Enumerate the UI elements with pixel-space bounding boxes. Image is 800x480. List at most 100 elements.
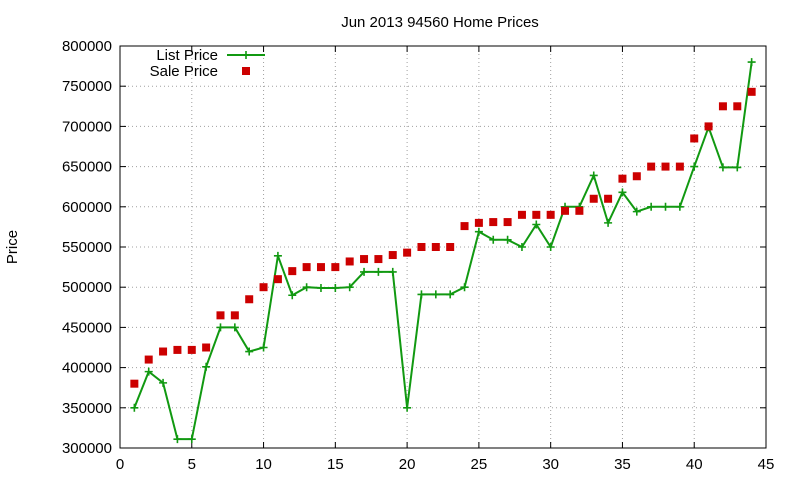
data-point [216,311,225,320]
grid [120,46,766,448]
data-point [331,284,340,293]
data-point [632,207,641,216]
data-point [187,435,196,444]
data-point [187,345,196,354]
data-point [661,202,670,211]
y-tick-label: 300000 [62,440,112,457]
x-tick-label: 0 [116,456,124,473]
chart-title: Jun 2013 94560 Home Prices [341,14,539,31]
data-point [618,174,627,183]
data-point [647,202,656,211]
data-point [446,243,455,251]
legend-swatch-marker [242,51,250,59]
data-point [374,255,383,264]
data-point [288,291,297,300]
legend-label: Sale Price [150,63,218,80]
x-tick-label: 40 [686,456,703,473]
y-tick-label: 350000 [62,400,112,417]
x-tick-label: 30 [542,456,559,473]
x-tick-label: 5 [188,456,196,473]
data-point [503,235,512,244]
data-point [273,251,282,260]
data-point [273,275,282,284]
y-tick-label: 400000 [62,360,112,377]
y-tick-label: 750000 [62,78,112,95]
data-point [360,255,369,264]
data-point [517,210,526,219]
data-point [589,194,598,203]
data-point [230,323,239,332]
data-point [675,202,684,211]
data-point [647,162,656,171]
data-point [546,210,555,219]
y-tick-label: 500000 [62,279,112,296]
plot-border [119,45,767,449]
data-point [302,263,311,272]
data-point [245,347,254,356]
data-point [202,362,211,371]
data-point [604,194,613,203]
data-point [202,343,211,352]
data-point [130,379,139,388]
data-point [474,227,483,236]
data-point [503,218,512,227]
data-point [331,263,340,272]
data-point [460,283,469,292]
x-tick-label: 10 [255,456,272,473]
data-point [302,283,311,292]
data-point [316,263,325,272]
data-point [546,243,555,251]
x-tick-label: 15 [327,456,344,473]
data-point [618,188,627,197]
data-point [345,257,354,266]
series-line [133,61,753,441]
data-point [604,218,613,227]
x-tick-label: 25 [471,456,488,473]
data-point [575,206,584,215]
data-point [388,267,397,276]
y-axis-label: Price [4,230,21,264]
data-point [417,290,426,299]
data-point [561,206,570,215]
data-point [417,243,426,251]
data-point [403,403,412,412]
data-point [431,290,440,299]
data-point [159,347,168,356]
data-point [690,134,699,143]
data-point [403,248,412,257]
x-tick-label: 35 [614,456,631,473]
data-point [489,235,498,244]
axis-ticks: 0 5 10 15 20 25 30 35 40 45 300000 350000 400000 4500… [62,38,774,473]
data-point [345,283,354,292]
data-point [144,355,153,364]
data-point [690,162,699,171]
data-point [259,343,268,352]
series-sale-price [130,87,756,388]
data-point [130,403,139,412]
data-point [374,267,383,276]
data-point [733,163,742,172]
y-tick-label: 450000 [62,319,112,336]
series-list-price [130,58,756,444]
data-point [216,323,225,332]
data-point [474,218,483,227]
data-point [632,172,641,181]
y-tick-label: 700000 [62,118,112,135]
data-point [733,102,742,111]
y-tick-label: 800000 [62,38,112,55]
x-tick-label: 20 [399,456,416,473]
data-point [230,311,239,320]
x-tick-label: 45 [758,456,775,473]
data-point [388,251,397,260]
data-point [159,378,168,387]
series-layer [130,58,756,444]
data-point [532,210,541,219]
data-point [718,102,727,111]
data-point [316,284,325,293]
data-point [532,220,541,229]
data-point [245,295,254,304]
data-point [460,222,469,231]
data-point [704,122,713,131]
y-tick-label: 550000 [62,239,112,256]
